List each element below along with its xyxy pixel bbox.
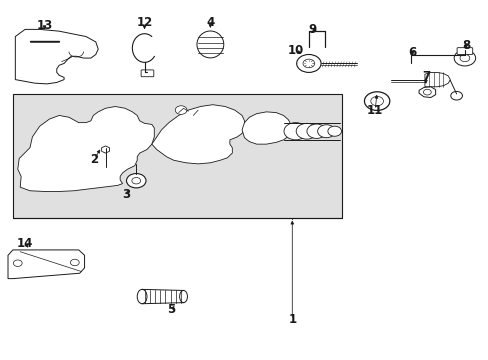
Circle shape <box>453 50 475 66</box>
Circle shape <box>370 96 383 106</box>
Text: 13: 13 <box>37 19 53 32</box>
Text: 14: 14 <box>17 237 33 250</box>
Text: 9: 9 <box>308 23 316 36</box>
Polygon shape <box>424 72 449 87</box>
Text: 3: 3 <box>122 188 130 201</box>
Polygon shape <box>13 94 341 218</box>
Text: 11: 11 <box>366 104 383 117</box>
Polygon shape <box>18 107 154 192</box>
Text: 12: 12 <box>136 16 152 29</box>
FancyBboxPatch shape <box>456 48 472 54</box>
Circle shape <box>284 123 307 140</box>
Circle shape <box>423 89 430 95</box>
Ellipse shape <box>179 291 187 303</box>
Polygon shape <box>242 112 290 144</box>
Text: 7: 7 <box>421 69 429 82</box>
Polygon shape <box>102 146 109 153</box>
Text: 1: 1 <box>287 313 296 327</box>
Text: 2: 2 <box>90 153 98 166</box>
Polygon shape <box>418 87 435 98</box>
Circle shape <box>126 174 146 188</box>
Polygon shape <box>15 30 98 84</box>
Text: 6: 6 <box>408 46 416 59</box>
Circle shape <box>306 124 326 138</box>
Circle shape <box>364 92 389 111</box>
Circle shape <box>175 106 186 114</box>
FancyBboxPatch shape <box>141 70 154 77</box>
Circle shape <box>327 126 341 136</box>
Circle shape <box>296 54 321 72</box>
Ellipse shape <box>197 31 224 58</box>
Polygon shape <box>152 105 244 164</box>
Text: 5: 5 <box>167 303 175 316</box>
Circle shape <box>450 91 462 100</box>
Text: 8: 8 <box>461 39 469 52</box>
Circle shape <box>13 260 22 266</box>
Ellipse shape <box>137 289 147 304</box>
Circle shape <box>132 177 141 184</box>
Circle shape <box>70 259 79 266</box>
Polygon shape <box>8 250 84 279</box>
Circle shape <box>317 125 334 138</box>
Text: 4: 4 <box>206 16 214 29</box>
Text: 10: 10 <box>287 44 303 57</box>
Circle shape <box>296 123 317 139</box>
Circle shape <box>459 54 469 62</box>
Circle shape <box>303 59 314 68</box>
